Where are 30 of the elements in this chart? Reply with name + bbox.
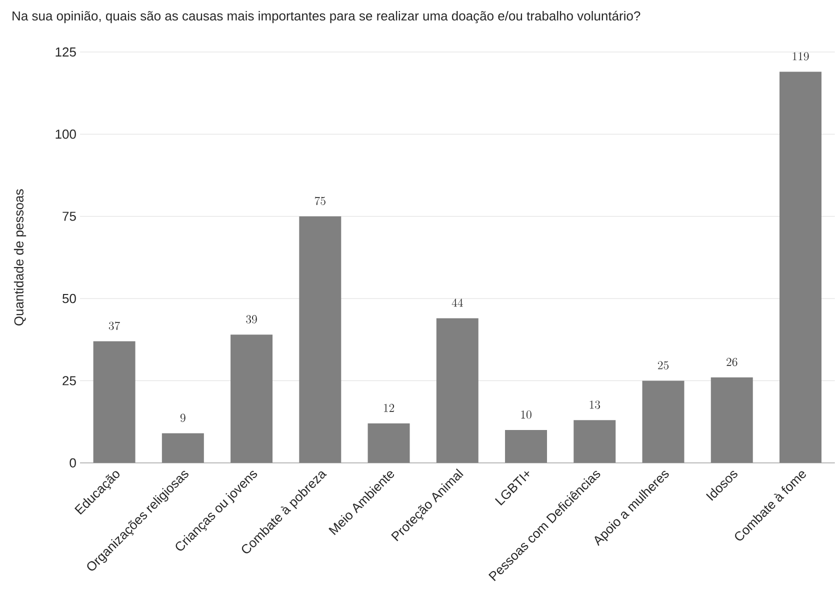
y-tick-label: 0: [70, 458, 76, 468]
data-label: 44: [452, 298, 463, 307]
data-label: 26: [726, 358, 738, 366]
data-label: 10: [521, 410, 532, 419]
data-label: 39: [246, 315, 257, 324]
y-tick-label: 25: [62, 376, 76, 386]
data-label: 25: [658, 361, 669, 370]
data-label: 9: [180, 414, 186, 422]
bar: [93, 341, 136, 463]
bar: [574, 420, 616, 463]
bar: [436, 318, 478, 463]
y-tick-label: 75: [62, 212, 76, 221]
data-label: 12: [384, 404, 394, 412]
bar: [230, 334, 273, 463]
bar: [162, 433, 204, 463]
data-label: 119: [792, 52, 809, 61]
data-label: 75: [314, 196, 326, 206]
bar: [779, 72, 822, 463]
chart-title: Na sua opinião, quais são as causas mais importantes para se realizar uma doação e/ou trabalho voluntário?: [12, 10, 640, 24]
y-tick-label: 125: [56, 47, 76, 57]
y-tick-label: 100: [56, 130, 76, 139]
bar: [710, 377, 753, 463]
y-tick-label: 50: [62, 294, 76, 304]
bar: [505, 430, 548, 463]
data-label: 13: [590, 400, 600, 409]
bar: [368, 424, 410, 463]
bar: [299, 216, 342, 463]
bar: [642, 380, 684, 463]
data-label: 37: [108, 322, 120, 330]
y-axis-title: Quantidade de pessoas: [14, 189, 26, 326]
